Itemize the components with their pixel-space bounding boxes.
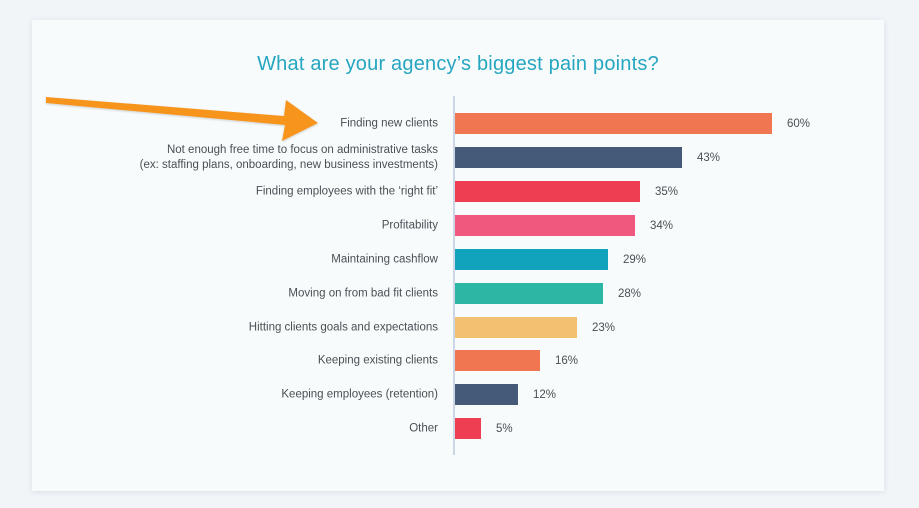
chart-title: What are your agency’s biggest pain poin… bbox=[257, 53, 659, 75]
category-label-line1: Hitting clients goals and expectations bbox=[248, 321, 438, 333]
category-label-line1: Finding new clients bbox=[340, 117, 438, 129]
category-label: Other bbox=[409, 421, 438, 436]
bar bbox=[455, 181, 640, 202]
value-label: 5% bbox=[496, 422, 513, 435]
value-label: 23% bbox=[592, 321, 616, 334]
category-label: Finding new clients bbox=[340, 116, 438, 131]
bar bbox=[455, 317, 577, 338]
category-label: Hitting clients goals and expectations bbox=[249, 320, 438, 335]
bar-row: Maintaining cashflow 29% bbox=[32, 249, 884, 270]
bar bbox=[455, 147, 682, 168]
bar-row: Keeping existing clients 16% bbox=[32, 350, 884, 371]
category-label: Moving on from bad fit clients bbox=[288, 286, 438, 301]
category-label-line1: Finding employees with the ‘right fit’ bbox=[255, 185, 438, 197]
bar bbox=[455, 215, 635, 236]
bar bbox=[455, 249, 608, 270]
category-label-line1: Moving on from bad fit clients bbox=[288, 287, 438, 299]
category-label-line1: Profitability bbox=[381, 219, 438, 231]
value-label: 34% bbox=[650, 219, 674, 232]
category-label: Keeping employees (retention) bbox=[281, 387, 438, 402]
category-label-line1: Other bbox=[409, 422, 438, 434]
chart-card: What are your agency’s biggest pain poin… bbox=[32, 20, 884, 491]
bar-row: Keeping employees (retention) 12% bbox=[32, 384, 884, 405]
bar-row: Finding new clients 60% bbox=[32, 113, 884, 134]
y-axis-line bbox=[453, 96, 455, 455]
value-label: 60% bbox=[787, 117, 811, 130]
category-label: Keeping existing clients bbox=[318, 353, 438, 368]
bar-row: Other 5% bbox=[32, 418, 884, 439]
bar bbox=[455, 283, 603, 304]
category-label: Finding employees with the ‘right fit’ bbox=[256, 184, 438, 199]
value-label: 12% bbox=[533, 388, 557, 401]
bar-row: Hitting clients goals and expectations 23… bbox=[32, 317, 884, 338]
category-label-line1: Keeping employees (retention) bbox=[281, 388, 438, 400]
value-label: 35% bbox=[655, 185, 679, 198]
category-label-line2: (ex: staffing plans, onboarding, new bus… bbox=[139, 158, 438, 171]
category-label-line1: Maintaining cashflow bbox=[331, 253, 438, 265]
bar bbox=[455, 384, 518, 405]
bar-row: Not enough free time to focus on adminis… bbox=[32, 144, 884, 171]
bar bbox=[455, 350, 540, 371]
value-label: 43% bbox=[697, 151, 721, 164]
category-label-line1: Not enough free time to focus on adminis… bbox=[166, 143, 438, 156]
category-label: Not enough free time to focus on adminis… bbox=[140, 143, 438, 173]
category-label: Maintaining cashflow bbox=[331, 252, 438, 267]
category-label: Profitability bbox=[382, 218, 438, 233]
bar-row: Finding employees with the ‘right fit’ 35… bbox=[32, 181, 884, 202]
category-label-line1: Keeping existing clients bbox=[317, 354, 438, 366]
bar-row: Profitability 34% bbox=[32, 215, 884, 236]
value-label: 29% bbox=[623, 253, 647, 266]
value-label: 28% bbox=[618, 287, 642, 300]
bar bbox=[455, 113, 772, 134]
orange-arrow-icon bbox=[46, 97, 318, 141]
bar bbox=[455, 418, 481, 439]
bar-row: Moving on from bad fit clients 28% bbox=[32, 283, 884, 304]
value-label: 16% bbox=[555, 354, 579, 367]
